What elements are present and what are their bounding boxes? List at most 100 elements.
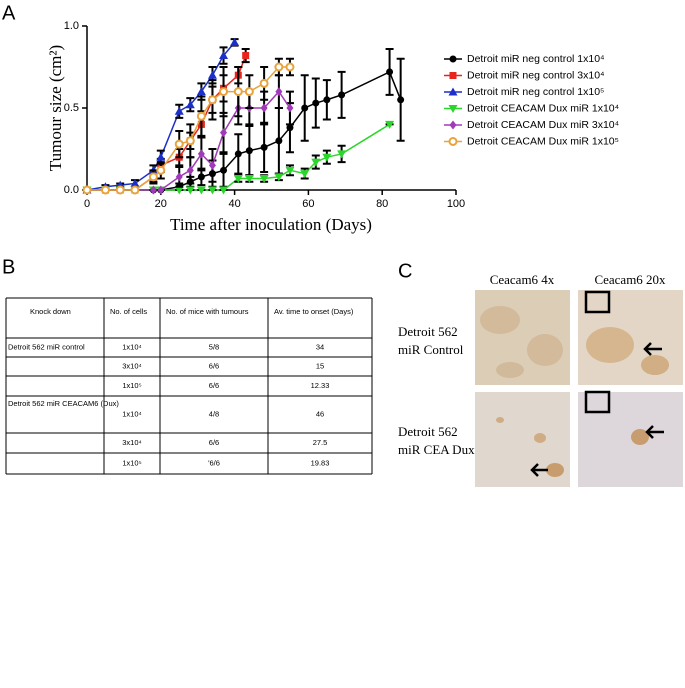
- table-cell: 19.83: [311, 458, 330, 467]
- table-cell: 6/6: [209, 361, 219, 370]
- row-label: Detroit 562: [398, 424, 458, 439]
- point: [185, 100, 195, 109]
- table-cell: '6/6: [208, 458, 220, 467]
- point: [185, 136, 195, 146]
- table-cell: 1x10⁵: [122, 458, 141, 467]
- point: [148, 172, 158, 182]
- point: [197, 173, 205, 181]
- series-line: [87, 66, 290, 191]
- table-cell: 6/6: [209, 438, 219, 447]
- point: [338, 91, 346, 99]
- point: [234, 150, 242, 158]
- point: [259, 175, 269, 184]
- point: [157, 185, 165, 195]
- point: [385, 120, 395, 129]
- y-tick-label: 0.0: [64, 184, 79, 196]
- point: [174, 186, 184, 195]
- point: [174, 139, 184, 149]
- legend-entry: Detroit miR neg control 1x10⁵: [467, 86, 604, 98]
- point: [130, 185, 140, 195]
- y-axis-label: Tumour size (cm²): [46, 45, 65, 171]
- point: [244, 175, 254, 184]
- table-header: No. of cells: [110, 307, 147, 316]
- table-cell: 3x10⁴: [122, 361, 142, 370]
- point: [156, 152, 166, 161]
- point: [233, 175, 243, 184]
- row-label: Detroit 562: [398, 324, 458, 339]
- table-cell: 1x10⁴: [122, 342, 142, 351]
- point: [196, 87, 206, 96]
- point: [233, 87, 243, 97]
- legend-marker: [449, 72, 457, 79]
- table-cell: 1x10⁴: [122, 409, 142, 418]
- table-cell: 15: [316, 361, 324, 370]
- point: [115, 185, 125, 195]
- row-label: miR Control: [398, 342, 464, 357]
- x-tick-label: 100: [447, 198, 465, 210]
- point: [208, 160, 216, 170]
- table-cell: 27.5: [313, 438, 328, 447]
- legend-marker: [449, 120, 457, 130]
- legend-entry: Detroit miR neg control 1x10⁴: [467, 53, 605, 65]
- point: [242, 52, 250, 60]
- legend-entry: Detroit CEACAM Dux miR 1x10⁴: [467, 102, 619, 114]
- x-tick-label: 0: [84, 198, 90, 210]
- table-cell: 4/8: [209, 409, 219, 418]
- point: [301, 104, 309, 112]
- series-line: [87, 70, 402, 191]
- point: [285, 166, 295, 175]
- table-cell: 3x10⁴: [122, 438, 142, 447]
- table-cell: 6/6: [209, 381, 219, 390]
- panel-label: A: [2, 2, 16, 24]
- table-cell: Detroit 562 miR control: [8, 342, 85, 351]
- table-cell: 12.33: [311, 381, 330, 390]
- point: [300, 170, 310, 179]
- point: [245, 147, 253, 155]
- x-tick-label: 80: [376, 198, 388, 210]
- point: [286, 124, 294, 132]
- table-header: Av. time to onset (Days): [274, 307, 354, 316]
- point: [219, 87, 229, 97]
- x-tick-label: 40: [228, 198, 240, 210]
- point: [230, 37, 240, 46]
- point: [175, 172, 183, 182]
- legend-marker: [449, 55, 457, 63]
- point: [285, 62, 295, 72]
- legend-marker: [448, 105, 458, 113]
- point: [312, 99, 320, 107]
- y-tick-label: 1.0: [64, 20, 79, 32]
- y-tick-label: 0.5: [64, 102, 79, 114]
- point: [130, 178, 140, 187]
- point: [207, 95, 217, 105]
- point: [397, 96, 405, 104]
- table-header: No. of mice with tumours: [166, 307, 249, 316]
- point: [220, 166, 228, 174]
- point: [275, 137, 283, 145]
- point: [220, 128, 228, 138]
- point: [337, 150, 347, 159]
- legend-marker: [448, 137, 458, 146]
- point: [185, 186, 195, 195]
- point: [323, 96, 331, 104]
- point: [322, 153, 332, 162]
- point: [286, 103, 294, 113]
- x-tick-label: 60: [302, 198, 314, 210]
- point: [219, 186, 229, 195]
- point: [156, 165, 166, 175]
- table-cell: 1x10⁵: [122, 381, 141, 390]
- table-header: Knock down: [30, 307, 71, 316]
- x-tick-label: 20: [155, 198, 167, 210]
- point: [260, 143, 268, 151]
- point: [186, 165, 194, 175]
- point: [275, 87, 283, 97]
- table-cell: 46: [316, 409, 324, 418]
- point: [82, 185, 92, 195]
- micrograph: [578, 392, 683, 487]
- legend-marker: [448, 87, 458, 96]
- point: [244, 87, 254, 97]
- point: [207, 186, 217, 195]
- table-cell: Detroit 562 miR CEACAM6 (Dux): [8, 399, 119, 408]
- point: [311, 158, 321, 167]
